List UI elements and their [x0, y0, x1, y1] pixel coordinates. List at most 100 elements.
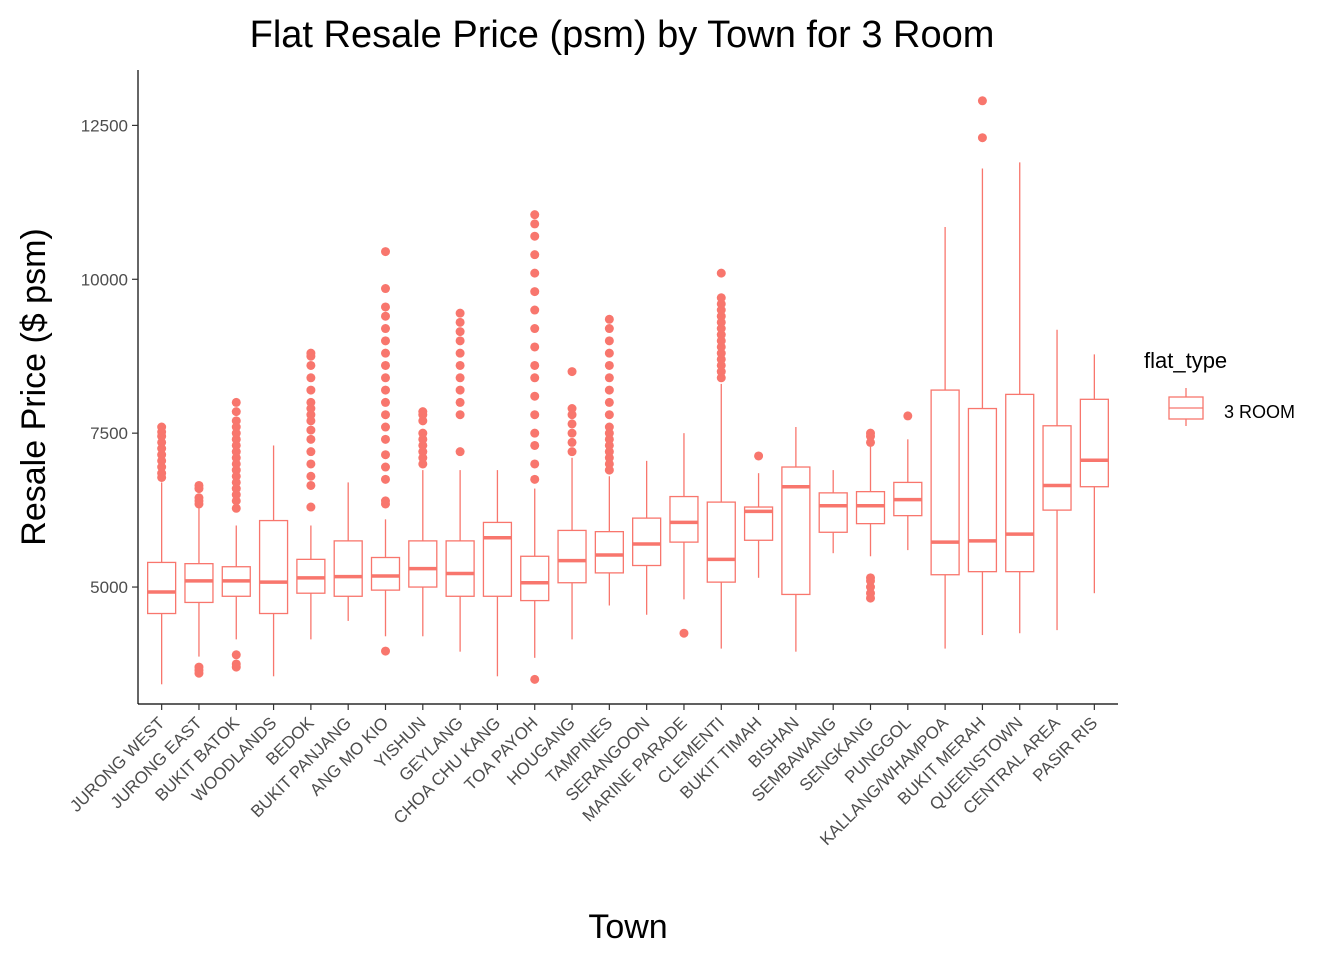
- outlier-point: [530, 360, 540, 370]
- outlier-point: [381, 348, 390, 358]
- outlier-point: [381, 462, 390, 472]
- outlier-point: [306, 447, 316, 457]
- outlier-point: [455, 327, 465, 337]
- outlier-point: [716, 268, 726, 278]
- outlier-point: [567, 428, 577, 438]
- box-bukit-panjang: [333, 482, 363, 621]
- iqr-box: [669, 495, 699, 543]
- box-serangoon: [632, 460, 662, 615]
- outlier-point: [231, 490, 241, 500]
- outlier-point: [381, 422, 390, 432]
- outlier-point: [194, 662, 204, 672]
- box-bukit-batok: [221, 397, 251, 672]
- box-ang-mo-kio: [370, 247, 401, 656]
- outlier-point: [418, 447, 428, 457]
- outlier-point: [231, 407, 241, 417]
- outlier-point: [381, 434, 390, 444]
- box-choa-chu-kang: [482, 470, 513, 677]
- outlier-point: [231, 459, 241, 469]
- outlier-point: [231, 471, 241, 481]
- outlier-point: [381, 646, 390, 656]
- outlier-point: [455, 360, 465, 370]
- outlier-point: [231, 659, 241, 669]
- box-punggol: [893, 411, 923, 551]
- outlier-point: [381, 324, 390, 334]
- iqr-box: [855, 490, 886, 525]
- outlier-point: [306, 416, 316, 426]
- outlier-point: [455, 385, 465, 395]
- iqr-box: [557, 529, 587, 584]
- outlier-point: [716, 360, 726, 370]
- outlier-point: [381, 284, 390, 294]
- outlier-point: [381, 360, 390, 370]
- outlier-point: [157, 462, 167, 472]
- box-central-area: [1042, 329, 1072, 631]
- outlier-point: [716, 348, 726, 358]
- outlier-point: [306, 385, 316, 395]
- box-bedok: [296, 348, 326, 640]
- box-marine-parade: [669, 433, 699, 638]
- iqr-box: [967, 407, 998, 573]
- box-sengkang: [855, 428, 886, 603]
- iqr-box: [594, 531, 624, 574]
- x-axis-title: Town: [588, 908, 667, 946]
- outlier-point: [306, 348, 316, 358]
- outlier-point: [231, 428, 241, 438]
- box-sembawang: [818, 470, 848, 554]
- outlier-point: [418, 407, 428, 417]
- outlier-point: [381, 373, 390, 383]
- outlier-point: [455, 348, 465, 358]
- outlier-point: [604, 348, 614, 358]
- outlier-point: [418, 440, 428, 450]
- y-axis-title: Resale Price ($ psm): [15, 228, 53, 545]
- y-tick-label: 12500: [81, 116, 128, 135]
- box-queenstown: [1005, 162, 1035, 634]
- outlier-point: [231, 397, 241, 407]
- outlier-point: [530, 410, 540, 420]
- iqr-box: [520, 555, 550, 602]
- outlier-point: [530, 210, 540, 220]
- outlier-point: [530, 287, 540, 297]
- iqr-box: [818, 492, 848, 533]
- outlier-point: [567, 437, 577, 447]
- iqr-box: [258, 519, 289, 615]
- outlier-point: [381, 302, 390, 312]
- outlier-point: [194, 480, 204, 490]
- outlier-point: [604, 422, 614, 432]
- iqr-box: [333, 540, 363, 597]
- outlier-point: [381, 311, 390, 321]
- outlier-point: [157, 444, 167, 454]
- iqr-box: [930, 389, 960, 576]
- outlier-point: [530, 459, 540, 469]
- outlier-point: [381, 247, 390, 257]
- outlier-point: [157, 437, 167, 447]
- outlier-point: [716, 317, 726, 327]
- outlier-point: [530, 440, 540, 450]
- outlier-point: [530, 474, 540, 484]
- outlier-point: [716, 324, 726, 334]
- outlier-point: [530, 231, 540, 241]
- y-tick-label: 7500: [90, 424, 128, 443]
- y-tick-label: 10000: [81, 270, 128, 289]
- outlier-point: [866, 428, 875, 438]
- iqr-box: [632, 517, 662, 567]
- outlier-point: [231, 434, 241, 444]
- iqr-box: [370, 556, 401, 591]
- outlier-point: [977, 96, 987, 106]
- outlier-point: [381, 336, 390, 346]
- outlier-point: [530, 342, 540, 352]
- outlier-point: [306, 404, 316, 414]
- outlier-point: [455, 397, 465, 407]
- outlier-point: [306, 360, 316, 370]
- outlier-point: [418, 453, 428, 463]
- outlier-point: [716, 311, 726, 321]
- outlier-point: [903, 411, 913, 421]
- outlier-point: [418, 459, 428, 469]
- outlier-point: [157, 450, 167, 460]
- outlier-point: [455, 410, 465, 420]
- outlier-point: [716, 367, 726, 377]
- outlier-point: [866, 573, 875, 583]
- outlier-point: [381, 410, 390, 420]
- box-clementi: [706, 268, 736, 649]
